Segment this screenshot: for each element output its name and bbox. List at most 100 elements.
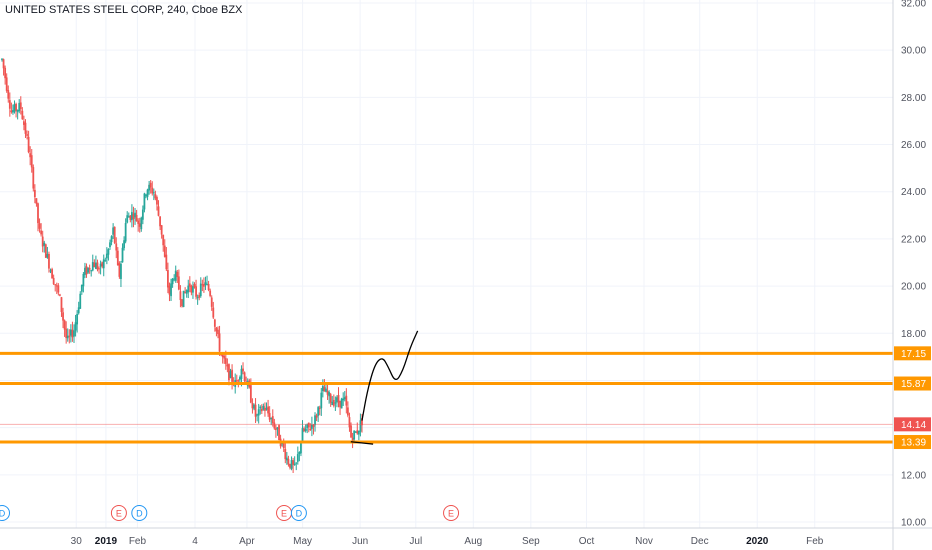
candle-body xyxy=(215,327,218,332)
candle-body xyxy=(340,398,343,409)
candle-body xyxy=(46,253,49,258)
candle-body xyxy=(107,249,110,255)
candle-body xyxy=(351,437,354,442)
candle-body xyxy=(163,245,166,257)
candle-body xyxy=(209,290,212,296)
candle-body xyxy=(85,266,88,275)
candle-body xyxy=(254,404,257,417)
candle-body xyxy=(318,407,321,409)
candle-body xyxy=(345,395,348,406)
candle-body xyxy=(132,213,135,219)
candle-body xyxy=(90,270,93,272)
candle-body xyxy=(298,452,301,455)
candle-body xyxy=(228,364,230,381)
candle-body xyxy=(243,372,246,381)
candle-body xyxy=(204,282,207,286)
candle-body xyxy=(167,270,169,288)
candle-body xyxy=(123,240,125,248)
candle-body xyxy=(188,283,191,287)
candle-body xyxy=(218,333,221,352)
event-marker-label: D xyxy=(296,508,303,518)
dividend-marker[interactable] xyxy=(290,505,307,521)
level-price-tag[interactable] xyxy=(894,435,931,450)
time-axis[interactable]: 30 2019 Feb 4 Apr May Jun Jul Aug Sep Oct Nov Dec 202… xyxy=(0,527,932,547)
candle-body xyxy=(249,385,252,403)
projection-path-drawing[interactable] xyxy=(361,330,419,421)
price-tick-label: 22.00 xyxy=(901,234,926,245)
candle-body xyxy=(170,283,172,297)
candle-body xyxy=(264,407,266,411)
dividend-marker[interactable] xyxy=(131,505,148,521)
candle-body xyxy=(312,424,315,427)
candle-body xyxy=(105,253,108,259)
level-price-tag[interactable] xyxy=(894,376,931,391)
candle-body xyxy=(303,428,305,431)
candle-body xyxy=(326,390,329,395)
time-tick-label: 30 xyxy=(71,536,83,547)
candle-body xyxy=(113,226,116,243)
candle-body xyxy=(135,215,138,222)
price-tick-label: 28.00 xyxy=(901,93,926,104)
candle-body xyxy=(84,267,86,275)
earnings-marker[interactable] xyxy=(443,505,460,521)
candle-body xyxy=(48,253,50,269)
candle-body xyxy=(98,268,100,270)
candle-body xyxy=(354,431,357,433)
candle-body xyxy=(15,103,17,112)
event-marker-label: E xyxy=(281,508,287,518)
support-trendline-drawing[interactable] xyxy=(350,441,374,445)
candle-body xyxy=(268,413,271,420)
candle-body xyxy=(348,417,351,428)
earnings-marker[interactable] xyxy=(110,505,127,521)
candle-body xyxy=(24,122,27,134)
time-tick-label: Nov xyxy=(635,536,653,547)
candle-body xyxy=(192,286,194,293)
candle-body xyxy=(8,100,11,109)
candle-body xyxy=(278,425,280,441)
level-price-label: 13.39 xyxy=(901,438,926,449)
candle-body xyxy=(101,262,104,267)
horizontal-levels[interactable] xyxy=(0,351,893,444)
level-price-tag[interactable] xyxy=(894,346,931,361)
current-price-tag[interactable] xyxy=(894,417,931,432)
candle-body xyxy=(174,270,177,281)
candle-body xyxy=(323,387,326,392)
candle-body xyxy=(143,193,146,210)
candles xyxy=(1,57,363,473)
time-tick-label: Feb xyxy=(129,536,147,547)
time-tick-label: May xyxy=(293,536,312,547)
current-price-label: 14.14 xyxy=(901,420,926,431)
price-axis[interactable]: 10.0012.0014.0016.0018.0020.0022.0024.00… xyxy=(892,0,931,550)
candle-body xyxy=(7,90,10,99)
candle-body xyxy=(160,225,163,235)
candle-body xyxy=(16,110,19,112)
candle-body xyxy=(242,368,244,372)
dividend-marker[interactable] xyxy=(0,505,10,521)
candle-body xyxy=(140,217,143,230)
candle-body xyxy=(285,457,288,461)
candle-body xyxy=(141,209,144,220)
time-tick-label: 2019 xyxy=(95,536,118,547)
candle-body xyxy=(328,392,331,397)
candle-body xyxy=(59,294,61,296)
candle-body xyxy=(332,399,335,406)
candle-body xyxy=(156,197,158,205)
event-marker-label: E xyxy=(448,508,454,518)
time-tick-label: 2020 xyxy=(746,536,769,547)
candle-body xyxy=(76,313,79,325)
candle-body xyxy=(87,267,89,273)
candle-body xyxy=(301,428,304,443)
candle-body xyxy=(356,430,359,434)
candle-body xyxy=(40,230,43,235)
candle-body xyxy=(260,408,263,412)
candle-body xyxy=(71,329,74,338)
candle-body xyxy=(307,422,310,428)
price-tick-label: 10.00 xyxy=(901,518,926,529)
drawings[interactable] xyxy=(350,330,419,445)
candle-body xyxy=(165,254,168,270)
candle-body xyxy=(63,320,66,330)
symbol-legend[interactable]: UNITED STATES STEEL CORP, 240, Cboe BZX xyxy=(5,4,243,16)
grid xyxy=(0,0,893,528)
